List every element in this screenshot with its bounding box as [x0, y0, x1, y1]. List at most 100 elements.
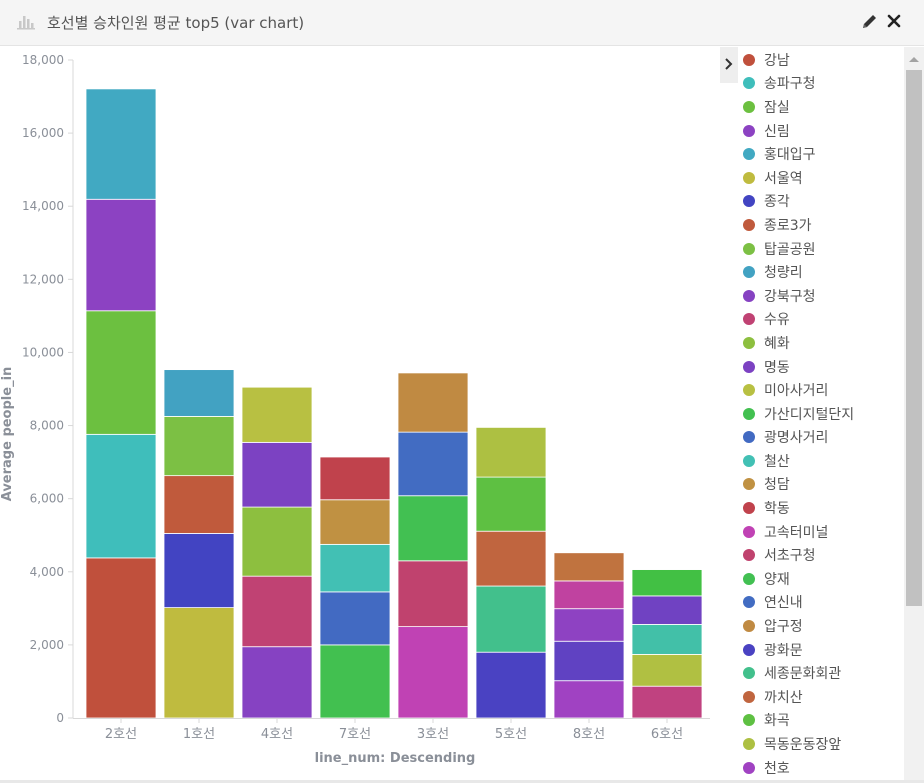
legend-item[interactable]: 학동	[738, 496, 902, 520]
legend-item[interactable]: 명동	[738, 355, 902, 379]
legend-toggle-button[interactable]	[720, 47, 738, 83]
bar-segment[interactable]	[241, 441, 313, 508]
legend-color-dot	[743, 549, 755, 562]
legend-item[interactable]: 까치산	[738, 685, 902, 709]
bar-segment[interactable]	[475, 530, 547, 587]
legend-item[interactable]: 신림	[738, 119, 902, 143]
legend-item[interactable]: 천호	[738, 756, 902, 780]
bar-segment[interactable]	[631, 569, 703, 597]
bar-segment[interactable]	[319, 591, 391, 646]
bar-segment[interactable]	[553, 608, 625, 642]
legend-color-dot	[743, 761, 755, 774]
legend-label: 압구정	[764, 619, 803, 636]
bar-segment[interactable]	[553, 552, 625, 582]
legend-item[interactable]: 청담	[738, 473, 902, 497]
bar-segment[interactable]	[319, 543, 391, 593]
bar-segment[interactable]	[553, 640, 625, 682]
legend-color-dot	[743, 431, 755, 444]
legend-color-dot	[743, 124, 755, 137]
legend-item[interactable]: 압구정	[738, 614, 902, 638]
legend-item[interactable]: 미아사거리	[738, 378, 902, 402]
legend-item[interactable]: 서울역	[738, 166, 902, 190]
bar-segment[interactable]	[85, 557, 157, 719]
legend-color-dot	[743, 266, 755, 279]
legend-label: 철산	[764, 453, 790, 470]
y-tick-label: 18,000	[22, 53, 64, 67]
bar-segment[interactable]	[553, 580, 625, 610]
legend-item[interactable]: 강북구청	[738, 284, 902, 308]
legend-color-dot	[743, 502, 755, 515]
scroll-up-icon[interactable]	[908, 55, 920, 63]
bar-segment[interactable]	[163, 416, 235, 477]
legend-item[interactable]: 세종문화회관	[738, 661, 902, 685]
close-icon[interactable]	[886, 13, 902, 29]
x-tick-label: 7호선	[339, 727, 371, 742]
y-tick-label: 4,000	[30, 565, 64, 579]
bar-segment[interactable]	[241, 646, 313, 719]
x-tick-label: 6호선	[651, 727, 683, 742]
legend-label: 서초구청	[764, 548, 816, 565]
pencil-icon[interactable]	[861, 13, 878, 30]
legend-item[interactable]: 가산디지털단지	[738, 402, 902, 426]
legend-color-dot	[743, 620, 755, 633]
legend-item[interactable]: 송파구청	[738, 72, 902, 96]
bar-segment[interactable]	[319, 644, 391, 719]
bar-segment[interactable]	[85, 88, 157, 200]
legend-color-dot	[743, 53, 755, 66]
legend-item[interactable]: 화곡	[738, 709, 902, 733]
bar-segment[interactable]	[631, 653, 703, 687]
legend-item[interactable]: 연신내	[738, 591, 902, 615]
bar-segment[interactable]	[241, 575, 313, 648]
bar-segment[interactable]	[163, 369, 235, 417]
legend-item[interactable]: 철산	[738, 449, 902, 473]
bar-segment[interactable]	[319, 456, 391, 501]
legend-item[interactable]: 서초구청	[738, 543, 902, 567]
bar-segment[interactable]	[397, 495, 469, 562]
bar-segment[interactable]	[631, 624, 703, 655]
bar-segment[interactable]	[397, 431, 469, 497]
legend-item[interactable]: 강남	[738, 48, 902, 72]
legend-item[interactable]: 종로3가	[738, 213, 902, 237]
legend-item[interactable]: 홍대입구	[738, 142, 902, 166]
chevron-right-icon	[725, 58, 733, 70]
bar-segment[interactable]	[397, 560, 469, 628]
bar-segment[interactable]	[319, 499, 391, 545]
bar-segment[interactable]	[241, 386, 313, 443]
legend-item[interactable]: 탑골공원	[738, 237, 902, 261]
bar-segment[interactable]	[85, 310, 157, 435]
bar-segment[interactable]	[553, 680, 625, 719]
bar-segment[interactable]	[163, 607, 235, 719]
legend-item[interactable]: 양재	[738, 567, 902, 591]
bar-segment[interactable]	[163, 475, 235, 534]
legend-item[interactable]: 광화문	[738, 638, 902, 662]
y-tick-label: 16,000	[22, 126, 64, 140]
legend-label: 양재	[764, 571, 790, 588]
legend-item[interactable]: 광명사거리	[738, 426, 902, 450]
scrollbar-thumb[interactable]	[906, 70, 922, 606]
bar-segment[interactable]	[85, 198, 157, 312]
legend-label: 광화문	[764, 642, 803, 659]
legend-item[interactable]: 수유	[738, 308, 902, 332]
bar-segment[interactable]	[631, 685, 703, 719]
bar-segment[interactable]	[631, 595, 703, 625]
bar-segment[interactable]	[475, 426, 547, 478]
bar-segment[interactable]	[475, 651, 547, 719]
legend-item[interactable]: 목동운동장앞	[738, 732, 902, 756]
legend-item[interactable]: 혜화	[738, 331, 902, 355]
legend-color-dot	[743, 643, 755, 656]
legend-item[interactable]: 종각	[738, 190, 902, 214]
bar-segment[interactable]	[475, 476, 547, 532]
legend-item[interactable]: 고속터미널	[738, 520, 902, 544]
legend-label: 청량리	[764, 265, 803, 282]
bar-segment[interactable]	[397, 372, 469, 433]
bar-segment[interactable]	[397, 626, 469, 719]
bar-segment[interactable]	[85, 433, 157, 559]
bar-segment[interactable]	[163, 532, 235, 609]
legend-color-dot	[743, 596, 755, 609]
panel-header: 호선별 승차인원 평균 top5 (var chart)	[0, 0, 924, 46]
legend-item[interactable]: 잠실	[738, 95, 902, 119]
legend-item[interactable]: 청량리	[738, 260, 902, 284]
bar-segment[interactable]	[241, 506, 313, 577]
bar-segment[interactable]	[475, 585, 547, 653]
legend-label: 미아사거리	[764, 383, 829, 400]
